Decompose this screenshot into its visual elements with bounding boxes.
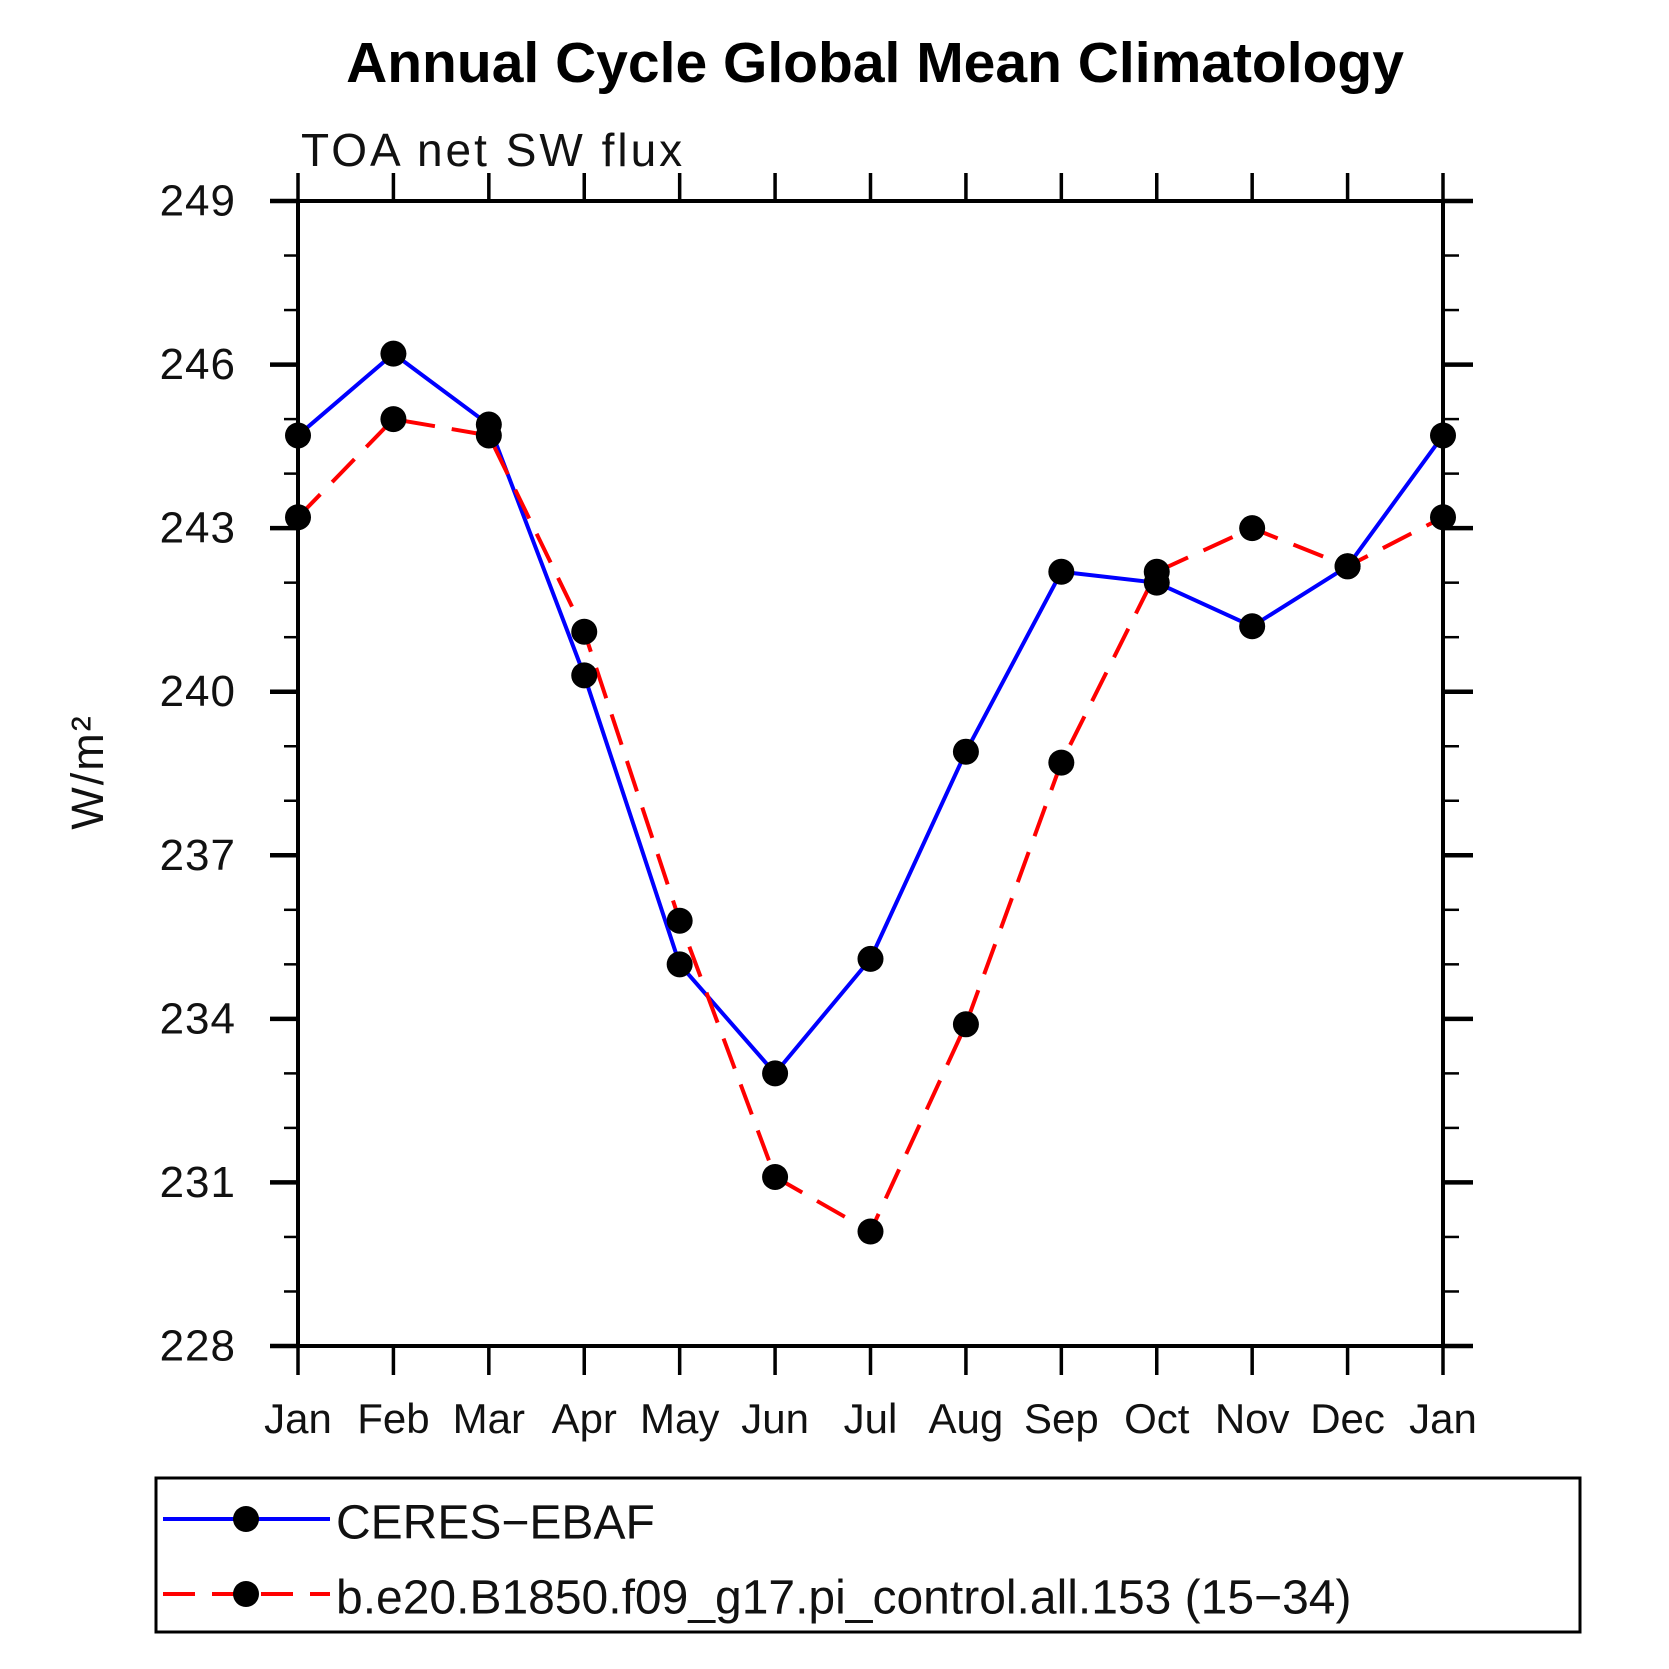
data-point-marker bbox=[1430, 504, 1456, 531]
x-tick-label: Jan bbox=[264, 1395, 332, 1442]
y-tick-label: 228 bbox=[160, 1322, 236, 1371]
data-point-marker bbox=[857, 1218, 884, 1245]
series-line-1 bbox=[296, 417, 1444, 1234]
y-tick-label: 249 bbox=[160, 177, 236, 226]
data-point-marker bbox=[475, 422, 502, 449]
axes-group: 228 231 234 237 240 243 246 249 Jan Feb Mar Apr May J… bbox=[160, 173, 1477, 1442]
data-point-marker bbox=[952, 738, 979, 765]
y-tick-label: 246 bbox=[160, 340, 236, 389]
x-tick-label: Jun bbox=[741, 1395, 809, 1442]
data-point-marker bbox=[285, 504, 311, 531]
y-axis-label: W/m² bbox=[62, 714, 113, 829]
data-point-marker bbox=[857, 945, 884, 972]
legend: CERES−EBAF b.e20.B1850.f09_g17.pi_contro… bbox=[154, 1476, 1582, 1634]
data-point-marker bbox=[1334, 553, 1361, 580]
data-point-marker bbox=[1048, 558, 1075, 585]
x-tick-label: May bbox=[640, 1395, 719, 1442]
data-point-marker bbox=[571, 662, 598, 689]
x-tick-label: Jul bbox=[844, 1395, 898, 1442]
chart-subtitle: TOA net SW flux bbox=[301, 124, 685, 176]
data-point-marker bbox=[666, 907, 693, 934]
data-point-marker bbox=[762, 1060, 789, 1087]
legend-marker-dot bbox=[233, 1506, 259, 1532]
data-point-marker bbox=[1048, 749, 1075, 776]
y-tick-label: 240 bbox=[160, 667, 236, 716]
data-point-marker bbox=[1143, 558, 1170, 585]
data-point-marker bbox=[1239, 515, 1266, 542]
x-tick-label: Mar bbox=[453, 1395, 525, 1442]
x-tick-label: Oct bbox=[1124, 1395, 1190, 1442]
series-group bbox=[285, 340, 1456, 1245]
x-tick-label: Dec bbox=[1310, 1395, 1385, 1442]
legend-marker-dot bbox=[233, 1581, 259, 1607]
legend-box bbox=[154, 1476, 1582, 1634]
y-tick-label: 234 bbox=[160, 994, 236, 1043]
data-point-marker bbox=[380, 340, 407, 367]
data-point-marker bbox=[666, 951, 693, 978]
plot-frame bbox=[296, 199, 1445, 1348]
data-point-marker bbox=[1239, 613, 1266, 640]
x-tick-label: Sep bbox=[1024, 1395, 1099, 1442]
data-point-marker bbox=[762, 1163, 789, 1190]
x-tick-label: Nov bbox=[1215, 1395, 1290, 1442]
y-tick-label: 231 bbox=[160, 1158, 236, 1207]
legend-item-model-run: b.e20.B1850.f09_g17.pi_control.all.153 (… bbox=[163, 1572, 1351, 1625]
data-point-marker bbox=[1430, 422, 1456, 449]
x-tick-label: Jan bbox=[1409, 1395, 1477, 1442]
data-point-marker bbox=[952, 1011, 979, 1038]
chart-title: Annual Cycle Global Mean Climatology bbox=[346, 31, 1404, 95]
data-point-marker bbox=[285, 422, 311, 449]
x-tick-label: Apr bbox=[552, 1395, 617, 1442]
y-tick-label: 237 bbox=[160, 831, 236, 880]
x-tick-label: Aug bbox=[929, 1395, 1004, 1442]
data-point-marker bbox=[571, 618, 598, 645]
legend-label-ceres-ebaf: CERES−EBAF bbox=[336, 1497, 655, 1550]
legend-item-ceres-ebaf: CERES−EBAF bbox=[163, 1497, 655, 1550]
x-tick-label: Feb bbox=[357, 1395, 429, 1442]
legend-label-model-run: b.e20.B1850.f09_g17.pi_control.all.153 (… bbox=[336, 1572, 1351, 1625]
y-tick-label: 243 bbox=[160, 504, 236, 553]
data-point-marker bbox=[380, 406, 407, 433]
